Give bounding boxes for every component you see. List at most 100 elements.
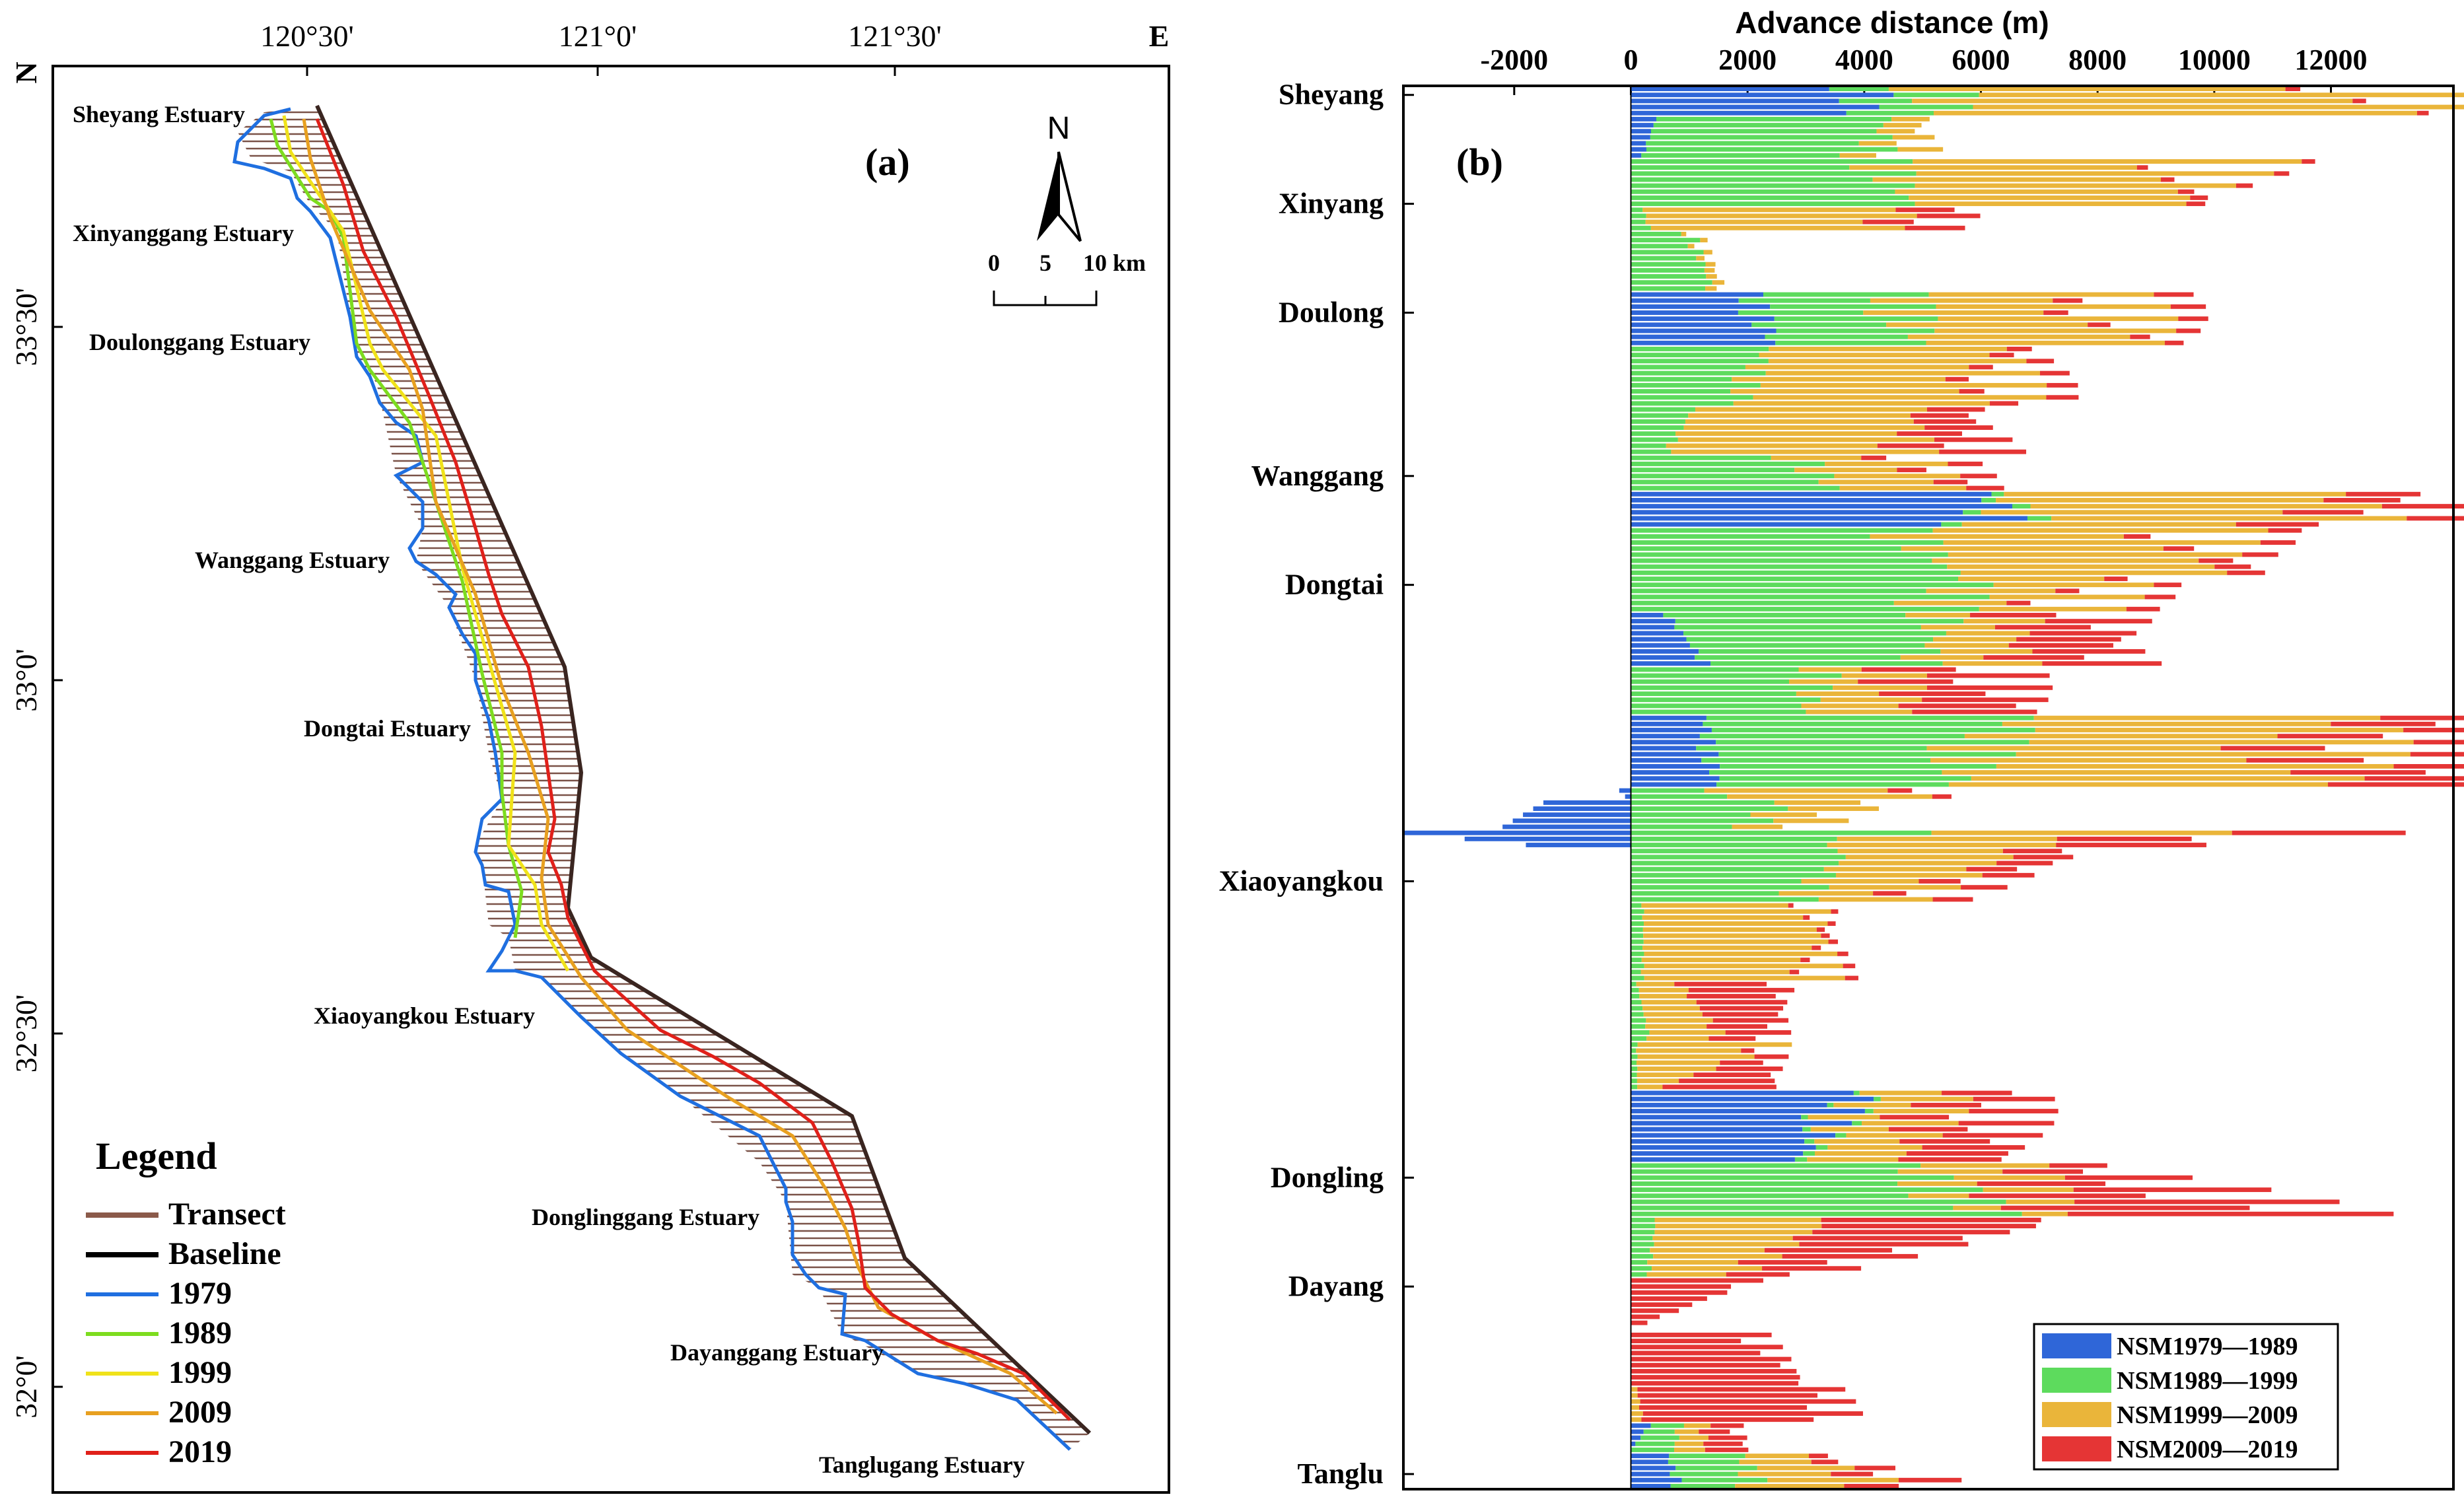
bar-segment	[1738, 1471, 1831, 1477]
bar-segment	[1631, 304, 1771, 309]
chart-legend-swatch	[2042, 1402, 2111, 1427]
bar-segment	[1778, 891, 1874, 896]
bar-segment	[1631, 843, 1827, 847]
y-axis-estuary-labels: Sheyang Xinyang Doulong Wanggang Dongtai Xiao…	[1219, 79, 1414, 1490]
bar-segment	[1905, 225, 1965, 230]
bar-segment	[1835, 872, 1983, 878]
bar-segment	[1806, 709, 1913, 715]
bar-segment	[1631, 1042, 1638, 1047]
bar-segment	[2352, 98, 2366, 104]
bar-segment	[1849, 165, 2137, 170]
bar-segment	[1662, 1084, 1777, 1090]
x-tick-label: 12000	[2295, 44, 2368, 76]
bar-segment	[1960, 570, 2228, 575]
bar-segment	[1631, 969, 1641, 975]
bar-segment	[1733, 401, 1990, 406]
bar-segment	[1932, 528, 2269, 533]
bar-segment	[1631, 516, 2027, 521]
bar-segment	[1631, 800, 1775, 805]
bar-segment	[1631, 419, 1685, 424]
bar-segment	[1800, 958, 1810, 962]
bar-segment	[1888, 1127, 1968, 1132]
bar-segment	[1631, 1483, 1671, 1489]
bar-segment	[1502, 824, 1631, 829]
bar-segment	[2274, 171, 2290, 176]
bar-segment	[2130, 334, 2150, 339]
bar-segment	[1631, 933, 1644, 938]
bar-segment	[1631, 274, 1707, 279]
bar-segment	[2088, 322, 2111, 328]
bar-segment	[1732, 376, 1946, 382]
coastline-map-panel: 120°30' 121°0' 121°30' E N 33°30' 33°0' …	[9, 19, 1170, 1494]
bar-segment	[1920, 625, 1995, 630]
bar-segment	[1637, 1072, 1694, 1078]
bar-segment	[1631, 1368, 1797, 1374]
bar-segment	[1942, 770, 2291, 775]
chart-legend-label: NSM1999—2009	[2117, 1401, 2298, 1429]
bar-segment	[1631, 104, 1880, 110]
bar-segment	[1718, 752, 2016, 757]
bar-segment	[2002, 849, 2062, 854]
bar-segment	[1812, 945, 1821, 950]
bar-segment	[1523, 812, 1631, 818]
y-tick-label-xiaoyangkou: Xiaoyangkou	[1219, 864, 1384, 897]
bar-segment	[2380, 715, 2464, 720]
bar-segment	[2410, 752, 2464, 757]
estuary-label-dongtai: Dongtai Estuary	[304, 715, 471, 742]
bar-segment	[1942, 661, 2043, 666]
bar-segment	[1877, 443, 1944, 448]
bar-segment	[1801, 703, 1899, 709]
bar-segment	[1674, 1429, 1699, 1434]
bar-segment	[1631, 504, 2013, 509]
bar-segment	[1872, 177, 2161, 182]
bar-segment	[1957, 577, 2105, 581]
bar-segment	[1704, 267, 1715, 273]
bar-segment	[2123, 534, 2151, 539]
bar-segment	[2186, 201, 2206, 207]
bar-segment	[1640, 1399, 1856, 1404]
chart-legend-swatch	[2042, 1333, 2111, 1358]
y-tick-label-xinyang: Xinyang	[1279, 188, 1384, 220]
bar-segment	[1631, 522, 1942, 527]
bar-segment	[1403, 830, 1631, 835]
bar-segment	[1695, 655, 1901, 660]
bar-segment	[1703, 250, 1712, 255]
bar-segment	[1818, 897, 1933, 902]
legend-label-2019: 2019	[168, 1434, 232, 1469]
bar-segment	[1631, 697, 1821, 703]
bar-segment	[1631, 1217, 1655, 1222]
bar-segment	[2008, 643, 2113, 648]
bar-segment	[1631, 691, 1796, 696]
bar-segment	[1631, 818, 1774, 824]
bar-segment	[1631, 1429, 1644, 1434]
bar-segment	[1543, 800, 1631, 805]
bar-segment	[1708, 1036, 1756, 1041]
bar-segment	[1981, 497, 1996, 503]
bar-segment	[1754, 1054, 1789, 1059]
bar-segment	[2029, 740, 2414, 745]
bar-segment	[1642, 1411, 1863, 1416]
bar-segment	[2064, 1175, 2193, 1180]
bar-segment	[1699, 648, 1941, 654]
bar-segment	[1913, 159, 2302, 164]
bar-segment	[1631, 1314, 1660, 1319]
bar-segment	[1641, 1000, 1697, 1005]
bar-segment	[1631, 201, 1915, 207]
bar-segment	[2327, 782, 2464, 787]
bar-segment	[1711, 728, 2035, 732]
bar-segment	[1631, 546, 1901, 551]
bar-segment	[1940, 648, 2033, 654]
bar-segment	[1765, 370, 2040, 376]
bar-segment	[1775, 340, 1926, 345]
bar-segment	[1757, 1465, 1855, 1471]
bar-segment	[1719, 776, 1971, 781]
bar-segment	[1669, 1454, 1745, 1459]
bar-segment	[1512, 818, 1631, 824]
baseline	[315, 104, 1092, 1435]
bar-segment	[1911, 1102, 1981, 1107]
bar-segment	[1631, 359, 1769, 364]
bar-segment	[1739, 1459, 1812, 1465]
bar-segment	[2004, 491, 2346, 497]
bar-segment	[1764, 1247, 1893, 1253]
bar-segment	[2002, 721, 2331, 726]
